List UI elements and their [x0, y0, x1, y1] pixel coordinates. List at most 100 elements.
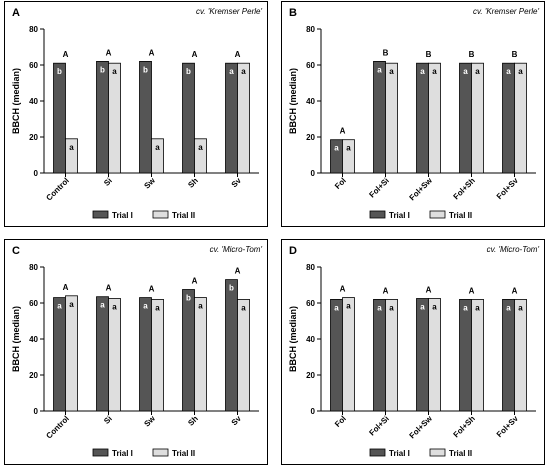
- y-tick-label: 40: [29, 97, 38, 106]
- panel-frame: [4, 1, 268, 227]
- bar-trial-ii: [471, 62, 484, 174]
- bar-significance-label: a: [57, 302, 62, 311]
- panel-letter: D: [289, 245, 297, 257]
- y-tick-label: 60: [29, 61, 38, 70]
- bar-trial-ii: [237, 299, 250, 412]
- bar-significance-label: b: [229, 284, 234, 293]
- group-significance-label: A: [340, 285, 346, 294]
- x-tick-label: Fol: [333, 414, 348, 429]
- bar-significance-label: a: [432, 67, 437, 76]
- x-tick-label: Fol+Sw: [408, 414, 435, 441]
- y-axis-label: BBCH (median): [288, 306, 298, 372]
- legend-label: Trial II: [449, 211, 472, 220]
- x-tick-label: Sv: [230, 414, 244, 428]
- bar-significance-label: a: [389, 303, 394, 312]
- legend-swatch-trial-i: [92, 210, 109, 219]
- bar-trial-ii: [108, 62, 121, 174]
- y-tick-label: 80: [29, 263, 38, 272]
- bar-significance-label: b: [186, 294, 191, 303]
- bar-trial-ii: [471, 299, 484, 412]
- bar-significance-label: a: [69, 300, 74, 309]
- bar-trial-ii: [514, 62, 527, 174]
- bar-significance-label: a: [241, 67, 246, 76]
- bar-trial-ii: [237, 62, 250, 174]
- bar-trial-i: [459, 299, 472, 412]
- y-tick-label: 60: [306, 61, 315, 70]
- x-tick-label: Si: [102, 414, 114, 426]
- panel-frame: [281, 1, 545, 227]
- bar-trial-i: [96, 61, 109, 174]
- bar-trial-ii: [65, 295, 78, 412]
- group-significance-label: A: [192, 50, 198, 59]
- bar-trial-i: [139, 297, 152, 412]
- bar-trial-i: [96, 296, 109, 412]
- bar-trial-i: [416, 62, 429, 174]
- bar-trial-ii: [151, 138, 164, 174]
- x-tick-label: Control: [44, 414, 70, 440]
- y-axis-label: BBCH (median): [11, 68, 21, 134]
- group-significance-label: A: [235, 267, 241, 276]
- bar-significance-label: a: [112, 303, 117, 312]
- y-tick-label: 40: [29, 335, 38, 344]
- bar-significance-label: a: [100, 301, 105, 310]
- group-significance-label: A: [106, 284, 112, 293]
- legend-label: Trial II: [449, 449, 472, 458]
- bar-trial-ii: [194, 138, 207, 174]
- legend-swatch-trial-ii: [429, 448, 446, 457]
- y-tick-label: 60: [29, 299, 38, 308]
- bar-significance-label: a: [389, 67, 394, 76]
- bar-significance-label: a: [229, 67, 234, 76]
- group-significance-label: B: [426, 50, 432, 59]
- legend-swatch-trial-ii: [152, 448, 169, 457]
- y-axis-label: BBCH (median): [288, 68, 298, 134]
- bar-trial-i: [416, 298, 429, 412]
- group-significance-label: B: [512, 50, 518, 59]
- legend-label: Trial I: [389, 449, 410, 458]
- panel-letter: C: [12, 245, 20, 257]
- bar-significance-label: a: [518, 303, 523, 312]
- bar-trial-ii: [342, 297, 355, 412]
- x-tick-label: Sv: [230, 176, 244, 190]
- category-fol-sh: a aA Fol+Sh: [452, 286, 484, 439]
- bar-significance-label: b: [100, 65, 105, 74]
- x-tick-label: Sh: [186, 176, 200, 190]
- x-tick-label: Fol+Sv: [495, 176, 520, 201]
- legend-swatch-trial-i: [92, 448, 109, 457]
- group-significance-label: A: [106, 48, 112, 57]
- bar-trial-i: [373, 61, 386, 174]
- bar-significance-label: a: [112, 67, 117, 76]
- legend: Trial I Trial II: [92, 448, 195, 458]
- y-tick-label: 20: [306, 371, 315, 380]
- bar-significance-label: a: [463, 303, 468, 312]
- legend: Trial I Trial II: [92, 210, 195, 220]
- group-significance-label: A: [469, 286, 475, 295]
- bar-significance-label: a: [334, 303, 339, 312]
- bar-significance-label: a: [346, 302, 351, 311]
- y-tick-label: 40: [306, 335, 315, 344]
- bar-trial-i: [225, 279, 238, 412]
- bar-significance-label: a: [432, 303, 437, 312]
- y-tick-label: 80: [29, 25, 38, 34]
- x-tick-label: Sh: [186, 414, 200, 428]
- bar-significance-label: a: [420, 67, 425, 76]
- category-si: b a A Si: [96, 48, 121, 188]
- y-tick-label: 40: [306, 97, 315, 106]
- legend: Trial I Trial II: [369, 210, 472, 220]
- bar-trial-ii: [428, 62, 441, 174]
- legend-swatch-trial-i: [369, 210, 386, 219]
- y-tick-label: 80: [306, 263, 315, 272]
- bar-trial-i: [53, 62, 66, 174]
- y-tick-label: 80: [306, 25, 315, 34]
- bar-trial-i: [502, 62, 515, 174]
- bar-significance-label: a: [377, 65, 382, 74]
- y-tick-label: 20: [29, 371, 38, 380]
- x-tick-label: Fol+Si: [367, 414, 391, 438]
- category-fol-sv: a aA Fol+Sv: [495, 286, 527, 439]
- x-tick-label: Fol: [333, 176, 348, 191]
- legend-label: Trial II: [172, 211, 195, 220]
